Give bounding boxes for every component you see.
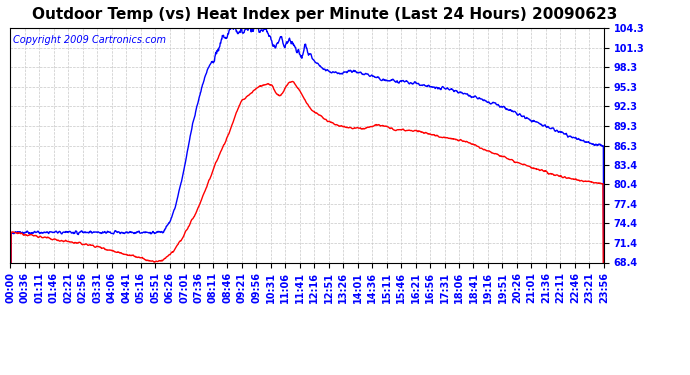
Text: Copyright 2009 Cartronics.com: Copyright 2009 Cartronics.com: [13, 35, 166, 45]
Text: Outdoor Temp (vs) Heat Index per Minute (Last 24 Hours) 20090623: Outdoor Temp (vs) Heat Index per Minute …: [32, 8, 617, 22]
